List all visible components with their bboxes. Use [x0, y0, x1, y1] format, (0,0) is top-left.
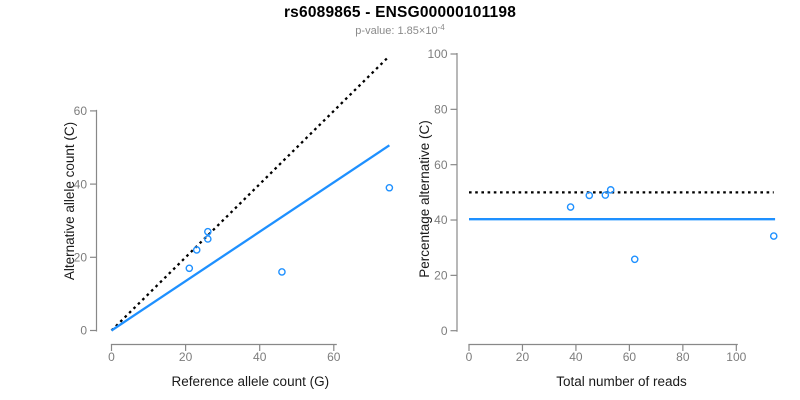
right-x-tick-label: 40 [569, 350, 583, 364]
right-data-point [606, 186, 615, 194]
right-x-axis-title: Total number of reads [556, 374, 687, 389]
left-x-tick-label: 60 [327, 350, 341, 364]
left-x-tick-label: 40 [253, 350, 267, 364]
pvalue-text: p-value: 1.85×10 [355, 25, 438, 37]
left-x-axis-title: Reference allele count (G) [172, 374, 330, 389]
left-x-tick-label: 20 [179, 350, 193, 364]
left-data-point [185, 264, 194, 273]
right-y-tick-label: 40 [434, 213, 448, 227]
right-x-tick-label: 100 [726, 350, 746, 364]
right-y-tick-label: 0 [441, 324, 448, 338]
left-y-axis-title: Alternative allele count (C) [62, 122, 77, 280]
left-data-point [192, 246, 201, 254]
left-y-tick-label: 40 [74, 177, 88, 191]
left-y-tick-label: 60 [74, 104, 88, 118]
fit-line [110, 144, 391, 332]
left-data-point [204, 235, 212, 243]
left-data-point [278, 268, 286, 276]
right-data-point [630, 255, 639, 264]
left-data-point [204, 227, 212, 236]
right-y-axis-title: Percentage alternative (C) [417, 120, 432, 278]
left-data-point [385, 183, 394, 192]
right-x-tick-label: 80 [676, 350, 690, 364]
right-y-tick-label: 20 [434, 269, 448, 283]
page-title: rs6089865 - ENSG00000101198 [283, 4, 517, 21]
right-data-point [601, 191, 610, 199]
left-y-tick-label: 20 [74, 251, 88, 265]
right-y-tick-label: 100 [427, 47, 447, 61]
right-x-tick-label: 0 [466, 350, 473, 364]
pvalue-exponent: -4 [437, 23, 445, 32]
pvalue-subtitle: p-value: 1.85×10-4 [0, 23, 800, 37]
right-x-tick-label: 60 [623, 350, 637, 364]
right-y-tick-label: 80 [434, 103, 448, 117]
right-data-point [566, 203, 575, 211]
right-x-tick-label: 20 [516, 350, 530, 364]
identity-line [110, 56, 389, 332]
right-data-point [585, 191, 594, 200]
right-y-tick-label: 60 [434, 158, 448, 172]
right-data-point [769, 232, 778, 240]
left-x-tick-label: 0 [108, 350, 115, 364]
left-y-tick-label: 0 [80, 324, 87, 338]
